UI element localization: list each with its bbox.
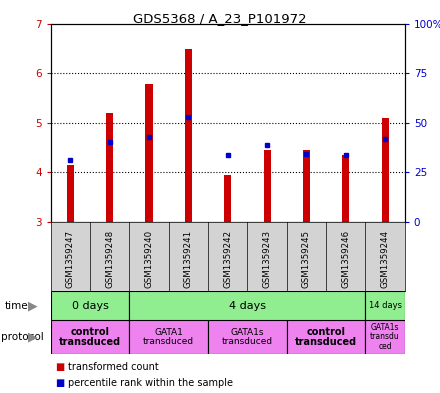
Bar	[185, 50, 192, 222]
Text: transformed count: transformed count	[68, 362, 159, 373]
Text: ▶: ▶	[28, 331, 38, 343]
Text: GATA1s
transduced: GATA1s transduced	[222, 328, 273, 346]
Text: GSM1359241: GSM1359241	[184, 230, 193, 288]
Bar	[264, 150, 271, 222]
Bar	[106, 113, 113, 222]
Text: GSM1359247: GSM1359247	[66, 230, 75, 288]
Text: 14 days: 14 days	[369, 301, 402, 310]
Text: 4 days: 4 days	[229, 301, 266, 310]
Bar	[381, 118, 389, 222]
Text: control
transduced: control transduced	[59, 327, 121, 347]
Text: GSM1359244: GSM1359244	[381, 230, 390, 288]
Text: GSM1359243: GSM1359243	[263, 230, 271, 288]
Text: GSM1359248: GSM1359248	[105, 230, 114, 288]
Text: percentile rank within the sample: percentile rank within the sample	[68, 378, 233, 388]
Text: GSM1359246: GSM1359246	[341, 230, 350, 288]
Text: ▶: ▶	[28, 299, 38, 312]
Bar	[51, 291, 129, 320]
Text: GSM1359245: GSM1359245	[302, 230, 311, 288]
Text: 0 days: 0 days	[72, 301, 108, 310]
Text: GSM1359242: GSM1359242	[223, 230, 232, 288]
Bar	[287, 320, 366, 354]
Bar	[208, 320, 287, 354]
Bar	[146, 84, 153, 222]
Bar	[67, 165, 74, 222]
Text: GATA1
transduced: GATA1 transduced	[143, 328, 194, 346]
Bar	[366, 291, 405, 320]
Text: ■: ■	[55, 362, 64, 373]
Bar	[224, 175, 231, 222]
Bar	[342, 155, 349, 222]
Bar	[129, 291, 366, 320]
Text: GSM1359240: GSM1359240	[144, 230, 154, 288]
Bar	[366, 320, 405, 354]
Text: protocol: protocol	[1, 332, 44, 342]
Text: time: time	[4, 301, 28, 310]
Text: control
transduced: control transduced	[295, 327, 357, 347]
Text: GDS5368 / A_23_P101972: GDS5368 / A_23_P101972	[133, 12, 307, 25]
Text: GATA1s
transdu
ced: GATA1s transdu ced	[370, 323, 400, 351]
Bar	[129, 320, 208, 354]
Text: ■: ■	[55, 378, 64, 388]
Bar	[303, 150, 310, 222]
Bar	[51, 320, 129, 354]
